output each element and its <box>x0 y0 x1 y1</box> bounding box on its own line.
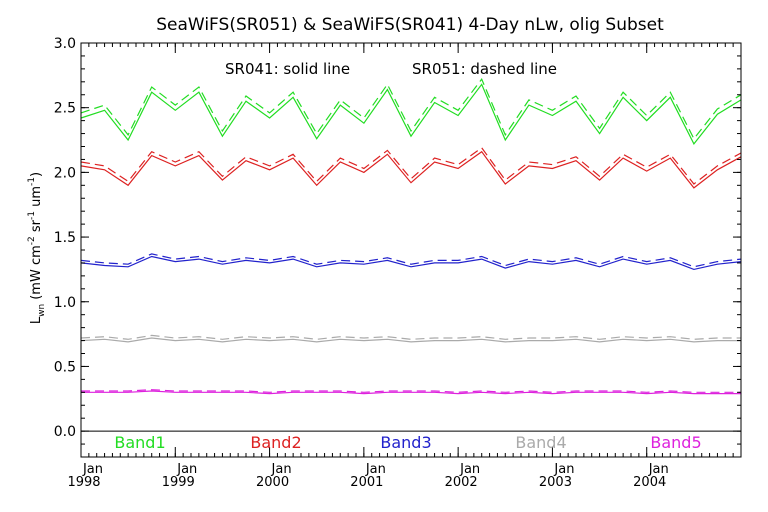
y-axis-label-close: ) <box>29 172 44 177</box>
series-layer <box>80 78 742 395</box>
y-tick-label: 1.5 <box>54 230 76 246</box>
legend-item-band5: Band5 <box>650 433 701 452</box>
series-line-band2-dashed <box>80 146 742 185</box>
y-tick-label: 0.5 <box>54 359 76 375</box>
axes-layer: 0.00.51.01.52.02.53.0Jan1998Jan1999Jan20… <box>54 36 742 490</box>
x-tick-year: 2003 <box>539 475 572 490</box>
x-tick-year: 1998 <box>67 475 100 490</box>
plot-frame <box>80 42 742 458</box>
x-tick-month: Jan <box>365 462 386 477</box>
x-tick-year: 2001 <box>350 475 383 490</box>
series-line-band1-dashed <box>80 78 742 140</box>
x-tick-month: Jan <box>553 462 574 477</box>
y-axis-label-um: um <box>29 186 44 211</box>
series-line-band3-solid <box>80 255 742 271</box>
x-tick-year: 1999 <box>162 475 195 490</box>
svg-text:Lwn(mW cm-2 sr-1 um-1): Lwn(mW cm-2 sr-1 um-1) <box>27 172 47 324</box>
x-tick-month: Jan <box>648 462 669 477</box>
legend-item-band4: Band4 <box>515 433 566 452</box>
x-tick-month: Jan <box>176 462 197 477</box>
legend-item-band1: Band1 <box>114 433 165 452</box>
x-tick-year: 2000 <box>256 475 289 490</box>
x-tick-year: 2002 <box>445 475 478 490</box>
y-tick-label: 2.5 <box>54 101 76 117</box>
annotation-solid: SR041: solid line <box>225 60 350 78</box>
x-tick-year: 2004 <box>633 475 666 490</box>
x-tick-month: Jan <box>271 462 292 477</box>
legend: Band1 Band2 Band3 Band4 Band5 <box>114 433 701 452</box>
y-tick-label: 1.0 <box>54 295 76 311</box>
series-line-band5-dashed <box>81 389 741 393</box>
annotation-dashed: SR051: dashed line <box>412 60 557 78</box>
y-tick-label: 0.0 <box>54 424 76 440</box>
legend-item-band3: Band3 <box>380 433 431 452</box>
x-tick-month: Jan <box>459 462 480 477</box>
legend-item-band2: Band2 <box>250 433 301 452</box>
y-axis-label-exp2: -1 <box>27 211 37 220</box>
series-line-band4-dashed <box>80 334 741 340</box>
y-tick-label: 2.0 <box>54 165 76 181</box>
series-line-band3-dashed <box>80 253 742 268</box>
y-axis-label-units: (mW cm <box>29 245 44 300</box>
series-line-band5-solid <box>81 390 741 395</box>
y-axis-label-main: L <box>29 316 44 324</box>
y-axis-label-sr: sr <box>29 219 44 236</box>
series-line-band2-solid <box>80 150 742 189</box>
y-axis-label-sub: wn <box>37 304 47 317</box>
series-line-band1-solid <box>80 83 742 146</box>
chart-title: SeaWiFS(SR051) & SeaWiFS(SR041) 4-Day nL… <box>156 15 664 35</box>
y-axis-label-exp1: -2 <box>27 236 37 245</box>
series-line-band4-solid <box>80 337 741 343</box>
y-tick-label: 3.0 <box>54 36 76 52</box>
y-axis-label: Lwn(mW cm-2 sr-1 um-1) <box>27 172 47 324</box>
x-tick-month: Jan <box>82 462 103 477</box>
y-axis-label-exp3: -1 <box>27 177 37 186</box>
